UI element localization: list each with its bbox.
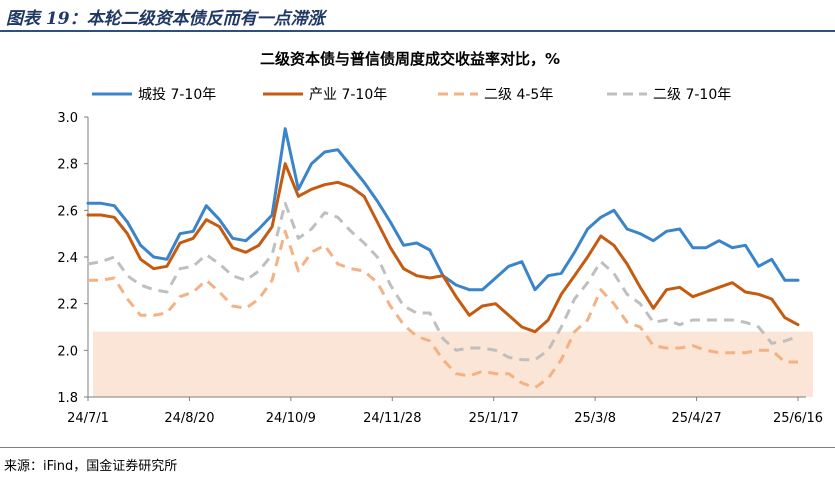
x-tick-label: 25/1/17 — [469, 411, 519, 426]
series-line-3 — [88, 229, 798, 390]
legend: 城投 7-10年 产业 7-10年 二级 4-5年 二级 7-10年 — [92, 87, 731, 103]
x-tick-label: 24/11/28 — [363, 411, 421, 426]
y-tick-label: 2.4 — [57, 251, 78, 266]
x-tick-label: 25/4/27 — [672, 411, 722, 426]
y-tick-label: 2.0 — [57, 344, 78, 359]
series-line-4 — [87, 201, 799, 362]
series-line-2 — [86, 162, 800, 334]
y-tick-label: 2.8 — [57, 158, 78, 173]
footer-rule — [0, 447, 835, 448]
legend-label-1: 城投 7-10年 — [138, 87, 216, 103]
series-line-1 — [86, 127, 800, 292]
chart-title: 二级资本债与普信债周度成交收益率对比，% — [260, 50, 560, 68]
x-tick-label: 24/8/20 — [164, 411, 214, 426]
shaded-band-layer — [93, 331, 813, 397]
source-note: 来源：iFind，国金证券研究所 — [4, 459, 178, 474]
legend-label-2: 产业 7-10年 — [309, 87, 387, 103]
line-chart: 二级资本债与普信债周度成交收益率对比，% 城投 7-10年 产业 7-10年 二级 … — [57, 50, 823, 426]
y-tick-label: 2.2 — [57, 298, 78, 313]
legend-label-3: 二级 4-5年 — [484, 87, 553, 103]
y-tick-label: 2.6 — [57, 204, 78, 219]
axes: 3.0 2.8 2.6 2.4 2.2 2.0 1.8 24/7/1 24/8/20 24/10/… — [57, 111, 823, 426]
x-tick-label: 25/3/8 — [574, 411, 616, 426]
figure-title: 图表 19：本轮二级资本债反而有一点滞涨 — [6, 9, 325, 29]
shaded-band — [93, 331, 813, 397]
series-layer — [86, 127, 800, 390]
legend-label-4: 二级 7-10年 — [653, 87, 731, 103]
y-tick-label: 1.8 — [57, 391, 78, 406]
x-tick-label: 25/6/16 — [773, 411, 823, 426]
y-tick-label: 3.0 — [57, 111, 78, 126]
x-tick-label: 24/7/1 — [67, 411, 109, 426]
x-tick-label: 24/10/9 — [266, 411, 316, 426]
title-rule — [0, 30, 835, 32]
